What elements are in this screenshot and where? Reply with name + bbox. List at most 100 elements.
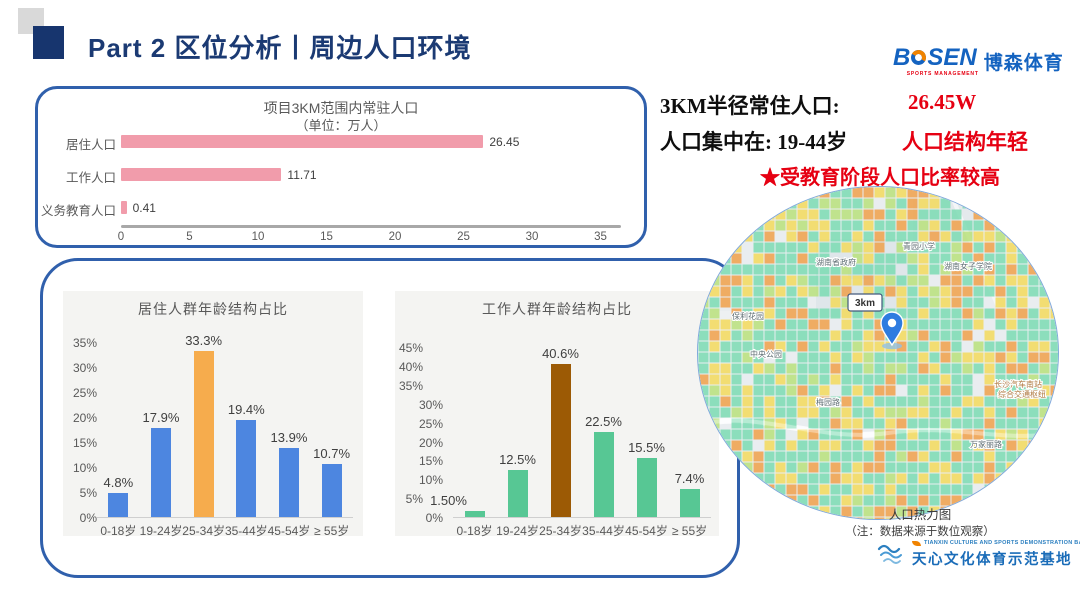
bar-value-label: 11.71 (287, 168, 317, 182)
map-label: 湖南女子学院 (944, 261, 992, 271)
y-axis-tick: 35% (398, 378, 423, 393)
bar (679, 489, 700, 517)
bosen-letters-sen: SEN (927, 44, 977, 71)
map-label: 万家丽路 (970, 439, 1002, 449)
map-label: 综合交通枢纽 (998, 389, 1046, 399)
map-label: 青园小学 (903, 241, 935, 251)
y-axis-tick: 20% (72, 411, 97, 425)
chart-title: 工作人群年龄结构占比 (482, 301, 632, 317)
y-axis-tick: 40% (398, 359, 423, 374)
y-axis-tick: 35% (72, 336, 97, 350)
x-axis-category: 25-34岁 (539, 524, 582, 538)
bar-column: 15.5% (628, 440, 665, 517)
bar-column: 10.7% (313, 446, 350, 517)
chart-subtitle: （单位：万人） (295, 118, 387, 133)
y-axis-tick: 25% (72, 386, 97, 400)
map-label: 中央公园 (750, 349, 782, 359)
map-label: 梅园路 (816, 397, 840, 407)
stat-education-note: ★受教育阶段人口比率较高 (760, 167, 1000, 189)
bar-column: 13.9% (271, 430, 307, 517)
x-axis-category: 19-24岁 (496, 524, 539, 538)
y-axis-tick: 30% (72, 361, 97, 375)
bar (121, 168, 282, 181)
bar (121, 135, 484, 148)
page-title: Part 2 区位分析丨周边人口环境 (88, 33, 472, 63)
location-pin-icon (880, 311, 904, 347)
x-axis-categories: 0-18岁 19-24岁 25-34岁 35-44岁 45-54岁 ≥ 55岁 (97, 522, 353, 539)
x-axis-category: 35-44岁 (224, 524, 268, 538)
bar-value-label: 15.5% (628, 440, 665, 456)
bar-value-label: 19.4% (227, 402, 265, 417)
stat-population-value: 26.45W (908, 90, 977, 114)
bar-column: 12.5% (499, 452, 536, 517)
x-axis-category: 45-54岁 (267, 524, 311, 538)
bar-column: 40.6% (542, 346, 579, 517)
map-label: 保利花园 (732, 311, 764, 321)
stat-population-label: 3KM半径常住人口: (660, 94, 840, 118)
wave-icon (877, 544, 902, 564)
y-axis-tick: 15% (418, 454, 443, 469)
x-axis-category: 19-24岁 (139, 524, 183, 538)
x-axis-category: 0-18岁 (100, 524, 137, 538)
svg-text:3km: 3km (855, 298, 875, 309)
bar-category-label: 居住人口 (65, 138, 116, 152)
bar-value-label: 40.6% (542, 345, 579, 361)
bar (193, 350, 214, 517)
x-axis-tick: 30 (525, 231, 539, 243)
population-heatmap: 湖南省政府 青园小学 湖南女子学院保利花园中央公园梅园路 长沙汽车南站 综合交通枢纽万家… (697, 186, 1059, 520)
y-axis-tick: 5% (79, 486, 97, 500)
bosen-chinese-name: 博森体育 (983, 53, 1064, 74)
x-axis-category: 0-18岁 (456, 524, 493, 538)
y-axis-tick: 0% (425, 511, 443, 526)
resident-population-chart-card: 项目3KM范围内常驻人口 （单位：万人） 居住人口 26.45 工作人口 11.71 义… (35, 86, 647, 248)
bar (236, 420, 257, 517)
x-axis-tick: 35 (594, 231, 607, 243)
bar-value-label: 7.4% (674, 471, 705, 486)
radius-tooltip (847, 293, 883, 312)
heatmap-caption-note: （注：数据来源于数位观察） (845, 526, 995, 538)
y-axis-tick: 10% (72, 461, 97, 475)
x-axis-tick: 5 (186, 231, 193, 243)
map-label: 湖南省政府 (816, 257, 856, 267)
bosen-wordmark: B SEN SPORTS MANAGEMENT (893, 44, 978, 77)
tianxin-en-name: TIANXIN CULTURE AND SPORTS DEMONSTRATION… (924, 540, 1080, 546)
bar-category-label: 义务教育人口 (40, 204, 116, 218)
bar-value-label: 1.50% (430, 493, 467, 509)
working-age-chart: 工作人群年龄结构占比 45% 40% 35% 30% 25% 20% 15% 10% 5% 0% 1… (395, 291, 719, 538)
bar (108, 493, 129, 517)
x-axis-tick: 25 (457, 231, 470, 243)
bar-value-label: 12.5% (499, 451, 536, 467)
x-axis-tick: 0 (117, 231, 125, 243)
stat-age-value: 人口结构年轻 (902, 130, 1028, 154)
x-axis-category: 45-54岁 (625, 524, 668, 538)
bar-value-label: 22.5% (585, 414, 622, 429)
bar-value-label: 10.7% (313, 445, 351, 461)
y-axis-tick: 25% (418, 416, 443, 431)
y-axis-tick: 0% (79, 511, 97, 525)
bosen-logo: B SEN SPORTS MANAGEMENT 博森体育 (893, 44, 1064, 77)
bar (593, 432, 614, 517)
bar-column: 22.5% (585, 414, 622, 517)
bar (278, 447, 299, 517)
heatmap-caption: 人口热力图 （注：数据来源于数位观察） (770, 504, 1070, 539)
bar-column: 4.8% (104, 475, 133, 517)
x-axis-category: ≥ 55岁 (671, 524, 708, 538)
bar-column: 1.50% (430, 493, 485, 517)
bar-column: 19.4% (228, 402, 265, 517)
tianxin-cn-name: 天心文化体育示范基地 (912, 552, 1072, 568)
tianxin-logo: TIANXIN CULTURE AND SPORTS DEMONSTRATION… (876, 540, 1080, 569)
bar-value-label: 33.3% (185, 332, 223, 348)
bar-value-label: 26.45 (489, 135, 520, 149)
heatmap-caption-title: 人口热力图 (888, 508, 952, 522)
plot-area: 4.8% 17.9% 33.3% 19.4% 13.9% (97, 333, 353, 518)
bar-column: 7.4% (675, 471, 704, 517)
map-label: 长沙汽车南站 (994, 379, 1042, 389)
x-axis-category: 25-34岁 (182, 524, 225, 538)
bar (550, 363, 571, 517)
deco-square-navy (33, 26, 64, 59)
y-axis-tick: 45% (398, 341, 423, 355)
swoosh-icon (912, 540, 921, 546)
y-axis-tick: 15% (72, 436, 97, 450)
